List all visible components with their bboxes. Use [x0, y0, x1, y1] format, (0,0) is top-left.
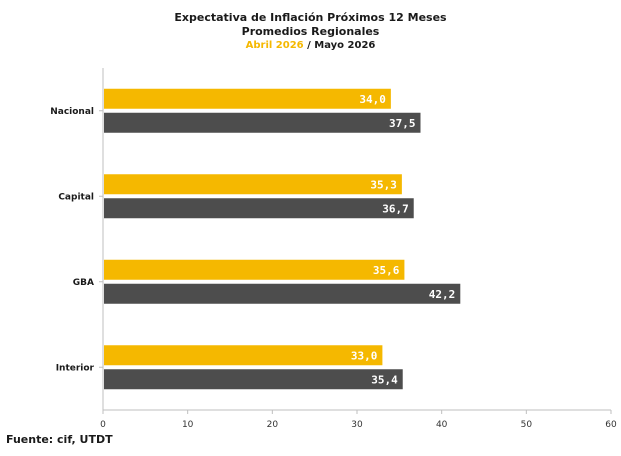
bar-abril	[104, 345, 383, 366]
x-tick-label: 60	[605, 420, 617, 430]
x-tick-label: 50	[521, 420, 533, 430]
x-tick-label: 0	[100, 420, 106, 430]
data-label: 34,0	[359, 93, 386, 106]
category-label: Capital	[58, 192, 94, 202]
bar-mayo	[104, 198, 414, 219]
x-tick-label: 20	[267, 420, 279, 430]
data-label: 35,4	[371, 373, 398, 386]
data-label: 35,3	[370, 178, 397, 191]
bar-abril	[104, 88, 391, 109]
period-b-label: Mayo 2026	[314, 40, 376, 51]
x-tick-label: 40	[436, 420, 448, 430]
data-label: 36,7	[382, 202, 409, 215]
data-label: 37,5	[389, 117, 416, 130]
chart-period-legend: Abril 2026 / Mayo 2026	[0, 39, 621, 52]
period-separator: /	[303, 40, 315, 51]
x-tick-label: 10	[182, 420, 194, 430]
source-note: Fuente: cif, UTDT	[6, 433, 113, 446]
bar-abril	[104, 259, 405, 280]
bar-abril	[104, 174, 402, 195]
period-a-label: Abril 2026	[245, 40, 304, 51]
bar-mayo	[104, 283, 461, 304]
data-label: 42,2	[429, 288, 456, 301]
data-label: 35,6	[373, 264, 400, 277]
category-label: Interior	[56, 363, 95, 373]
bar-mayo	[104, 112, 421, 133]
chart-subtitle: Promedios Regionales	[241, 25, 380, 38]
bar-mayo	[104, 369, 403, 390]
chart-title: Expectativa de Inflación Próximos 12 Mes…	[174, 11, 447, 24]
category-label: GBA	[73, 278, 94, 288]
data-label: 33,0	[351, 349, 378, 362]
category-label: Nacional	[50, 107, 94, 117]
x-tick-label: 30	[351, 420, 363, 430]
